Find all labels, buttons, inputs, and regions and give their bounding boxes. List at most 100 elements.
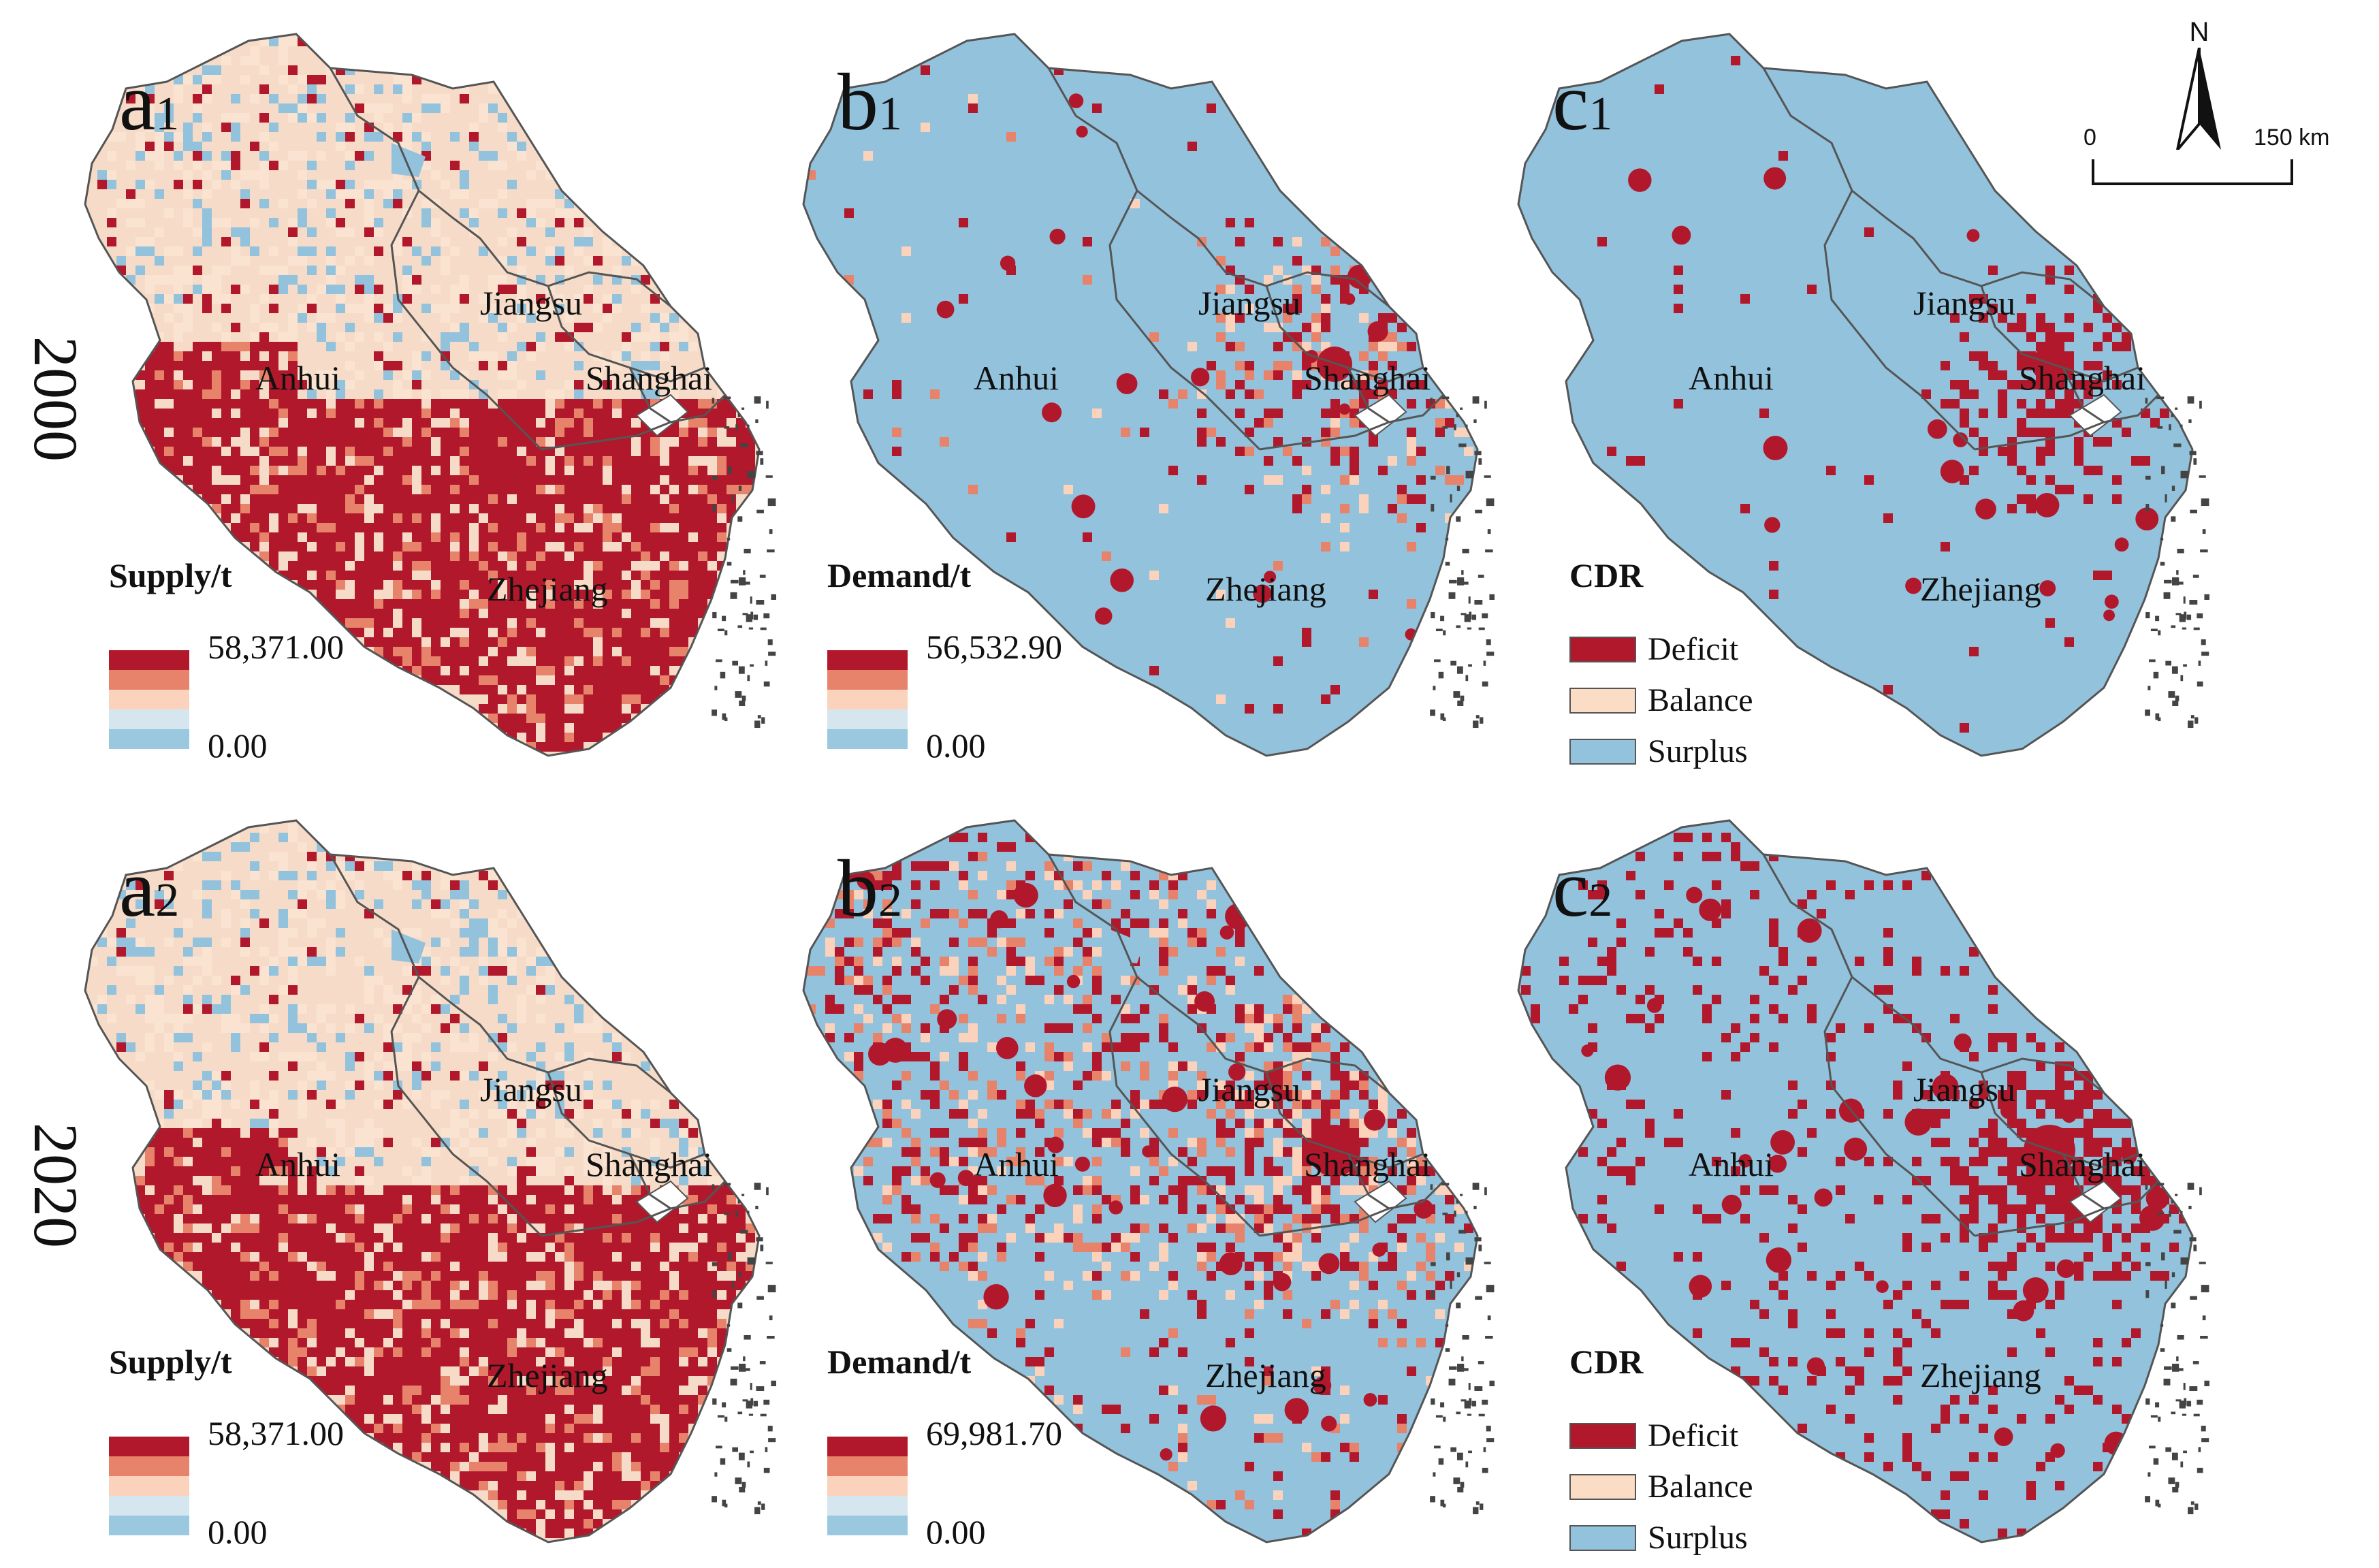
coastal-island — [1461, 1368, 1469, 1371]
coastal-island — [2190, 1296, 2197, 1300]
coastal-island — [1486, 1426, 1491, 1432]
coastal-island — [2182, 627, 2187, 630]
coastal-island — [2145, 475, 2151, 480]
lake-shape — [1110, 143, 1144, 177]
coastal-island — [1484, 400, 1487, 409]
coastal-island — [714, 1472, 718, 1477]
legend-swatch-surplus — [1569, 739, 1636, 765]
coastal-island — [2145, 709, 2150, 716]
coastal-island — [737, 1200, 741, 1204]
coastal-island — [1473, 1507, 1479, 1515]
coastal-island — [2176, 581, 2184, 585]
coastal-island — [746, 614, 753, 622]
coastal-island — [1474, 1237, 1482, 1242]
province-border — [1265, 1072, 1424, 1169]
coastal-island — [1487, 1315, 1491, 1321]
coastal-island — [755, 419, 759, 423]
coastal-island — [2192, 575, 2199, 578]
coastal-island — [760, 1413, 767, 1417]
coastal-island — [1468, 1450, 1472, 1454]
coastal-island — [2180, 1211, 2183, 1214]
coastal-island — [1478, 575, 1484, 578]
coastal-island — [1456, 625, 1461, 628]
coastal-island — [712, 611, 717, 619]
coastal-island — [1482, 1467, 1488, 1473]
coastal-island — [1489, 594, 1495, 601]
coastal-island — [738, 1452, 745, 1460]
coastal-island — [1445, 562, 1450, 566]
coastal-island — [1456, 1200, 1459, 1204]
coastal-island — [2204, 1380, 2209, 1387]
coastal-island — [2145, 1262, 2151, 1266]
coastal-island — [2199, 1187, 2202, 1196]
coastal-island — [720, 1458, 726, 1465]
coastal-island — [738, 1272, 742, 1277]
coastal-island — [754, 720, 761, 729]
coastal-island — [1448, 1378, 1456, 1386]
coastal-island — [2150, 1415, 2158, 1418]
legend-label-surplus: Surplus — [1648, 733, 1748, 769]
legend-max-value: 58,371.00 — [208, 628, 344, 666]
ramp-step — [109, 729, 189, 749]
raster-cells — [88, 823, 755, 1538]
coastal-island — [1465, 675, 1469, 682]
ramp-step — [827, 1516, 908, 1535]
coastal-island — [1454, 1211, 1456, 1217]
coastal-island — [720, 671, 726, 679]
coastal-island — [2197, 1399, 2203, 1405]
legend-label-deficit: Deficit — [1648, 1418, 1739, 1454]
legend-swatch-deficit — [1569, 1423, 1636, 1449]
coastal-island — [1446, 1252, 1450, 1261]
coastal-island — [741, 1482, 746, 1488]
coastal-island — [1456, 1452, 1463, 1460]
coastal-island — [2188, 1205, 2192, 1210]
province-border — [541, 1207, 671, 1237]
coastal-island — [1440, 1499, 1445, 1507]
coastal-island — [1472, 1183, 1480, 1190]
coastal-island — [2164, 579, 2172, 583]
region-outline — [84, 819, 761, 1543]
panel-label: a1 — [119, 61, 179, 143]
coastal-island — [724, 1213, 730, 1215]
region-fill — [1518, 34, 2192, 756]
legend-title: CDR — [1569, 1343, 1644, 1381]
coastal-island — [755, 1205, 759, 1210]
legend-color-ramp — [109, 650, 189, 749]
legend-max-value: 69,981.70 — [926, 1414, 1062, 1452]
coastal-island — [750, 664, 754, 667]
coastal-island — [1450, 660, 1456, 666]
ramp-step — [109, 1437, 189, 1456]
coastal-island — [1450, 1280, 1452, 1289]
coastal-island — [1430, 475, 1436, 480]
coastal-island — [2148, 1472, 2151, 1477]
legend-label-surplus: Surplus — [1648, 1520, 1748, 1556]
coastal-island — [1482, 1399, 1488, 1405]
coastal-island — [1489, 1380, 1495, 1387]
legend-color-ramp — [827, 1437, 908, 1535]
coastal-island — [1473, 720, 1479, 729]
panel-letter: b — [837, 843, 878, 933]
coastal-island — [1484, 475, 1491, 478]
province-border — [1047, 854, 1390, 1094]
legend-min-value: 0.00 — [208, 1513, 268, 1551]
coastal-island — [2202, 529, 2206, 534]
legend-title: Demand/t — [827, 556, 972, 594]
coastal-island — [1440, 615, 1445, 622]
coastal-island — [2165, 660, 2171, 666]
coastal-island — [731, 1280, 734, 1289]
legend-swatch-balance — [1569, 688, 1636, 714]
coastal-island — [1457, 1486, 1464, 1492]
ramp-step — [109, 690, 189, 709]
coastal-island — [2171, 485, 2175, 491]
coastal-island — [2145, 1398, 2150, 1405]
coastal-island — [1486, 639, 1491, 645]
coastal-island — [1434, 659, 1441, 662]
legend-min-value: 0.00 — [208, 726, 268, 765]
coastal-island — [1475, 1501, 1480, 1505]
panel-a2: a2 Jiangsu Anhui Shanghai Zhejiang Supply/t 58… — [71, 800, 807, 1549]
coastal-island — [757, 715, 761, 719]
province-label-zhejiang: Zhejiang — [487, 570, 608, 608]
coastal-island — [2145, 1184, 2148, 1190]
panel-a2-map — [84, 819, 776, 1543]
coastal-island — [2201, 498, 2209, 507]
